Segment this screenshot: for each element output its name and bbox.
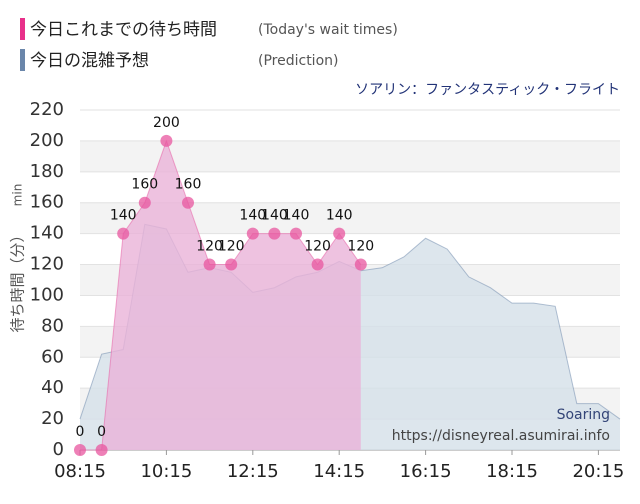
legend-swatch bbox=[20, 18, 25, 40]
data-label: 140 bbox=[326, 208, 353, 224]
marker bbox=[268, 227, 281, 240]
data-label: 140 bbox=[261, 208, 288, 224]
data-label: 120 bbox=[196, 239, 223, 255]
data-label: 140 bbox=[239, 208, 266, 224]
x-tick-label: 08:15 bbox=[54, 461, 106, 482]
x-tick-label: 20:15 bbox=[572, 461, 624, 482]
marker bbox=[311, 258, 324, 271]
y-tick-label: 60 bbox=[41, 346, 64, 367]
y-tick-label: 40 bbox=[41, 377, 64, 398]
y-axis-label: 待ち時間（分） bbox=[9, 227, 27, 332]
y-tick-label: 220 bbox=[30, 99, 64, 120]
data-label: 0 bbox=[76, 424, 85, 440]
data-label: 160 bbox=[131, 177, 158, 193]
x-tick-label: 14:15 bbox=[313, 461, 365, 482]
y-tick-label: 200 bbox=[30, 130, 64, 151]
marker bbox=[246, 227, 259, 240]
legend-label: 今日の混雑予想 bbox=[30, 51, 149, 71]
data-label: 160 bbox=[175, 177, 202, 193]
marker bbox=[160, 134, 173, 147]
marker bbox=[203, 258, 216, 271]
x-tick-label: 16:15 bbox=[400, 461, 452, 482]
watermark: https://disneyreal.asumirai.info bbox=[392, 428, 610, 444]
marker bbox=[74, 444, 86, 456]
marker bbox=[354, 258, 367, 271]
y-tick-label: 140 bbox=[30, 223, 64, 244]
data-label: 120 bbox=[218, 239, 245, 255]
x-tick-label: 12:15 bbox=[227, 461, 279, 482]
marker bbox=[182, 196, 194, 209]
y-tick-label: 20 bbox=[41, 408, 64, 429]
marker bbox=[117, 227, 130, 240]
legend-swatch bbox=[20, 49, 25, 71]
marker bbox=[95, 444, 108, 456]
y-tick-label: 0 bbox=[53, 439, 64, 460]
data-label: 120 bbox=[347, 239, 374, 255]
area bbox=[80, 140, 361, 450]
data-label: 200 bbox=[153, 115, 180, 131]
watermark: Soaring bbox=[557, 407, 610, 423]
y-tick-label: 180 bbox=[30, 161, 64, 182]
data-label: 120 bbox=[304, 239, 331, 255]
legend-sublabel: (Today's wait times) bbox=[258, 22, 398, 38]
chart-title: ソアリン：ファンタスティック・フライト bbox=[355, 82, 620, 98]
x-tick-label: 18:15 bbox=[486, 461, 538, 482]
data-label: 140 bbox=[283, 208, 310, 224]
y-tick-label: 80 bbox=[41, 315, 64, 336]
marker bbox=[290, 227, 302, 240]
legend-label: 今日これまでの待ち時間 bbox=[30, 20, 217, 40]
y-tick-label: 100 bbox=[30, 284, 64, 305]
marker bbox=[138, 196, 151, 209]
data-label: 140 bbox=[110, 208, 137, 224]
marker bbox=[333, 227, 346, 240]
y-tick-label: 120 bbox=[30, 254, 64, 275]
line bbox=[80, 139, 362, 451]
x-tick-label: 10:15 bbox=[140, 461, 192, 482]
y-axis-unit: min bbox=[11, 184, 25, 207]
y-tick-label: 160 bbox=[30, 192, 64, 213]
marker bbox=[225, 258, 238, 271]
legend-sublabel: (Prediction) bbox=[258, 53, 338, 69]
data-label: 0 bbox=[97, 424, 106, 440]
